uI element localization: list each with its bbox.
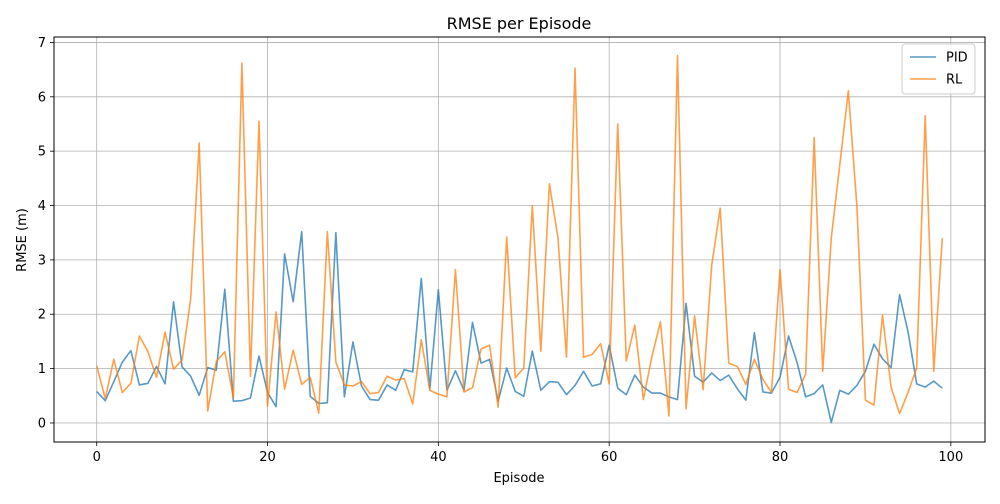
x-tick-label: 0 xyxy=(93,450,101,465)
y-tick-label: 0 xyxy=(38,416,46,431)
plot-area-frame xyxy=(53,36,986,443)
x-tick-label: 20 xyxy=(259,450,276,465)
x-tick-label: 100 xyxy=(938,450,963,465)
y-tick-label: 3 xyxy=(38,253,46,268)
x-tick-label: 80 xyxy=(772,450,789,465)
series-lines xyxy=(95,54,944,424)
y-tick-label: 1 xyxy=(38,362,46,377)
y-axis-label: RMSE (m) xyxy=(15,208,30,272)
x-axis-label: Episode xyxy=(493,471,544,486)
y-tick-label: 4 xyxy=(38,199,46,214)
y-tick-label: 7 xyxy=(38,36,46,51)
x-tick-label: 60 xyxy=(601,450,618,465)
y-tick-label: 2 xyxy=(38,308,46,323)
legend: PID RL xyxy=(901,43,976,95)
y-tick-label: 6 xyxy=(38,90,46,105)
x-tick-label: 40 xyxy=(430,450,447,465)
legend-label-rl: RL xyxy=(946,73,963,88)
series-line-rl xyxy=(95,54,944,417)
series-line-pid xyxy=(96,230,943,424)
y-tick-label: 5 xyxy=(38,145,46,160)
chart-title: RMSE per Episode xyxy=(447,14,592,33)
legend-label-pid: PID xyxy=(946,51,968,66)
axis-ticks: 0 20 40 60 80 100 0 1 2 3 4 5 6 7 xyxy=(38,36,964,465)
